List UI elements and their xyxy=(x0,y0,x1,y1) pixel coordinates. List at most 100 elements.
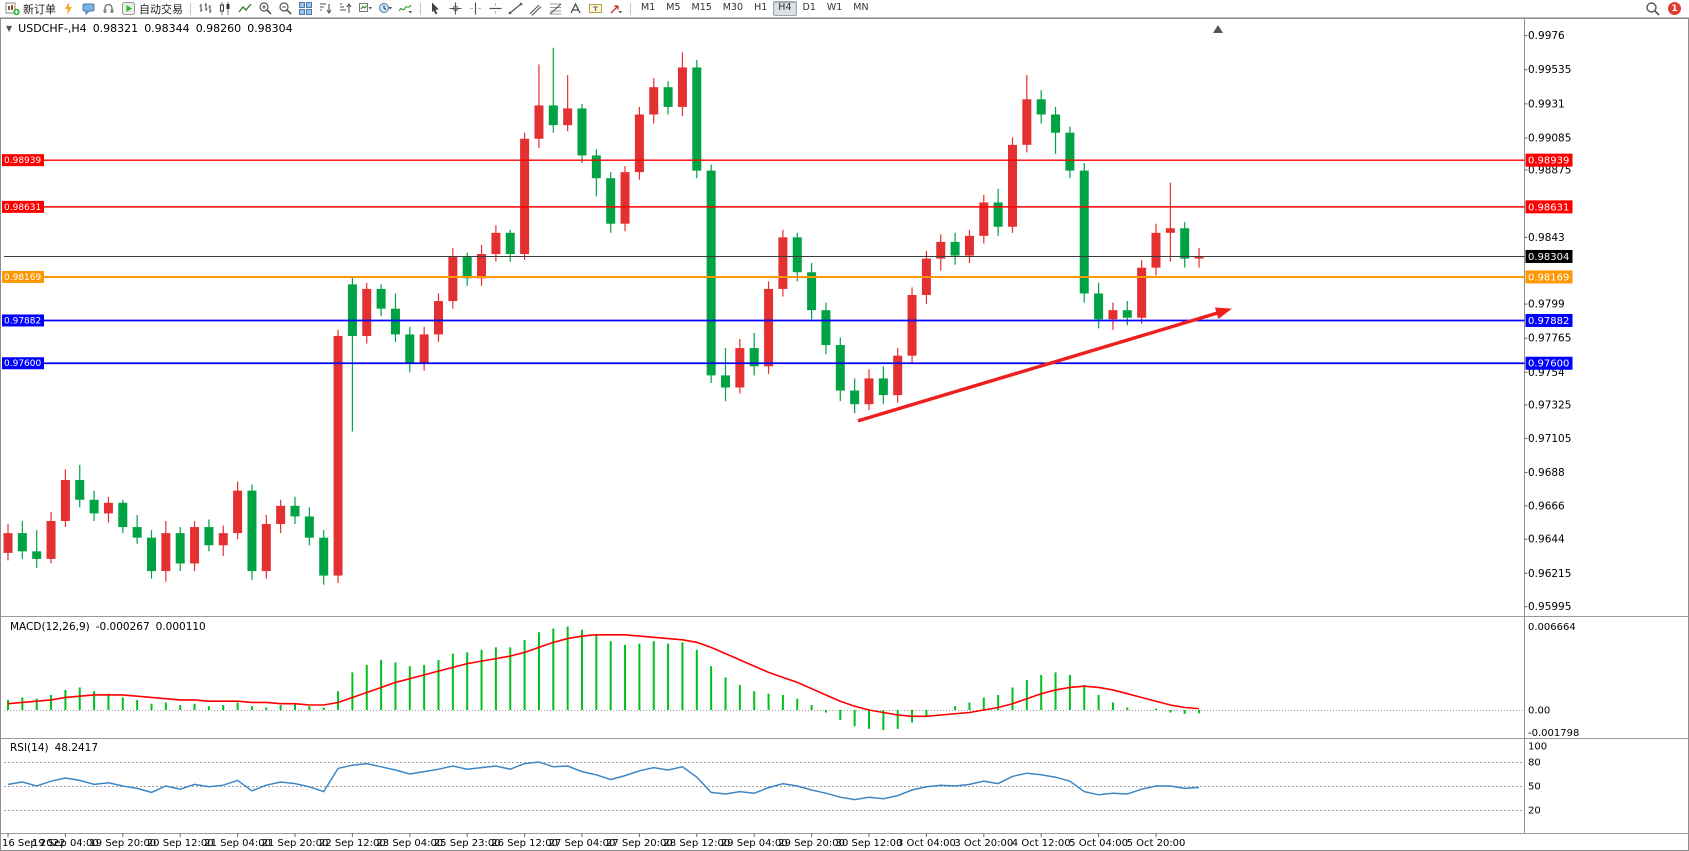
rsi-line xyxy=(7,761,1200,801)
price-axis-label: 0.9931 xyxy=(1528,98,1565,110)
crosshair-icon[interactable] xyxy=(446,1,465,16)
trend-arrow[interactable] xyxy=(857,307,1232,423)
lightning-icon[interactable] xyxy=(59,1,78,16)
price-axis-label: 0.9799 xyxy=(1528,299,1565,311)
fibonacci-icon[interactable] xyxy=(546,1,565,16)
price-axis-label: 0.95995 xyxy=(1528,601,1571,613)
price-axis xyxy=(1524,35,1528,608)
price-axis-label: 0.9644 xyxy=(1528,534,1565,546)
period-selector-icon[interactable] xyxy=(376,1,395,16)
macd-signal-value: 0.000110 xyxy=(155,621,206,633)
price-axis-label: 0.97325 xyxy=(1528,399,1571,411)
price-axis-label: 0.98875 xyxy=(1528,164,1571,176)
chart-window-border xyxy=(0,18,1689,851)
hline-price-tag: 0.97600 xyxy=(1528,359,1569,370)
time-axis-label: 19 Sep 04:00 xyxy=(32,838,99,849)
timeframe-button-M15[interactable]: M15 xyxy=(691,2,712,14)
macd-name: MACD(12,26,9) xyxy=(10,621,90,633)
horizontal-support-resistance-line[interactable] xyxy=(2,313,1573,327)
price-axis-label: 0.99535 xyxy=(1528,64,1571,76)
hline-price-tag: 0.98939 xyxy=(1528,156,1569,167)
auto-trading-button[interactable]: 自动交易 xyxy=(119,1,185,17)
search-icon[interactable] xyxy=(1643,1,1662,16)
indicators-icon[interactable] xyxy=(396,1,415,16)
time-axis-label: 25 Sep 23:00 xyxy=(434,838,501,849)
quote-close: 0.98304 xyxy=(247,22,293,35)
time-axis-label: 27 Sep 20:00 xyxy=(606,838,673,849)
cursor-icon[interactable] xyxy=(426,1,445,16)
hline-left-tag: 0.98631 xyxy=(4,203,41,213)
candlestick-series xyxy=(3,47,1204,585)
channel-icon[interactable] xyxy=(526,1,545,16)
horizontal-support-resistance-line[interactable] xyxy=(2,270,1573,284)
chart-symbol-period: USDCHF-,H4 xyxy=(18,22,87,35)
text-label-icon[interactable] xyxy=(586,1,605,16)
timeframe-button-W1[interactable]: W1 xyxy=(826,2,843,14)
timeframe-button-D1[interactable]: D1 xyxy=(802,2,816,14)
toolbar-group-chart xyxy=(196,1,415,16)
rsi-scale-label: 100 xyxy=(1528,742,1547,753)
current-price-tag-text: 0.98304 xyxy=(1528,252,1569,263)
new-order-button[interactable]: 新订单 xyxy=(3,1,58,17)
toolbar-group-draw xyxy=(426,1,625,16)
timeframe-button-M30[interactable]: M30 xyxy=(722,2,744,14)
rsi-scale-label: 50 xyxy=(1528,782,1541,793)
time-axis-label: 21 Sep 20:00 xyxy=(262,838,329,849)
rsi-name: RSI(14) xyxy=(10,742,49,754)
sort-ascending-icon[interactable] xyxy=(336,1,355,16)
hline-left-tag: 0.97882 xyxy=(4,316,41,326)
macd-scale-min: -0.001798 xyxy=(1528,728,1579,739)
hline-left-tag: 0.98169 xyxy=(4,273,41,283)
chart-title: ▼ USDCHF-,H4 0.98321 0.98344 0.98260 0.9… xyxy=(6,22,293,35)
bar-chart-icon[interactable] xyxy=(196,1,215,16)
timeframe-button-H1[interactable]: H1 xyxy=(754,2,768,14)
horizontal-line-icon[interactable] xyxy=(486,1,505,16)
time-axis-label: 5 Oct 20:00 xyxy=(1127,838,1186,849)
time-axis-label: 16 Sep 2022 xyxy=(2,838,65,849)
text-icon[interactable] xyxy=(566,1,585,16)
hline-left-tag: 0.98939 xyxy=(4,156,41,166)
time-axis-label: 27 Sep 04:00 xyxy=(549,838,616,849)
notification-badge[interactable]: 1 xyxy=(1668,2,1681,15)
arrow-tools-icon[interactable] xyxy=(606,1,625,16)
timeframe-button-H4[interactable]: H4 xyxy=(773,1,797,16)
chart-shift-marker[interactable] xyxy=(1213,25,1223,33)
time-axis-label: 23 Sep 04:00 xyxy=(376,838,443,849)
price-axis-label: 0.9976 xyxy=(1528,30,1565,42)
one-click-collapse-icon[interactable]: ▼ xyxy=(6,24,13,33)
time-axis-label: 29 Sep 04:00 xyxy=(721,838,788,849)
headset-icon[interactable] xyxy=(99,1,118,16)
timeframe-button-M1[interactable]: M1 xyxy=(641,2,656,14)
price-axis-label: 0.9666 xyxy=(1528,500,1565,512)
quote-low: 0.98260 xyxy=(195,22,242,35)
macd-panel xyxy=(7,626,1201,731)
timeframe-button-MN[interactable]: MN xyxy=(853,2,869,14)
time-axis-label: 3 Oct 20:00 xyxy=(954,838,1013,849)
vertical-line-icon[interactable] xyxy=(466,1,485,16)
candlestick-chart-icon[interactable] xyxy=(216,1,235,16)
horizontal-support-resistance-line[interactable] xyxy=(2,153,1573,167)
new-chart-dropdown-icon[interactable] xyxy=(356,1,375,16)
toolbar-separator xyxy=(630,2,631,15)
time-axis-label: 20 Sep 12:00 xyxy=(147,838,214,849)
quote-high: 0.98344 xyxy=(144,22,190,35)
trendline-icon[interactable] xyxy=(506,1,525,16)
zoom-out-icon[interactable] xyxy=(276,1,295,16)
zoom-in-icon[interactable] xyxy=(256,1,275,16)
chat-icon[interactable] xyxy=(79,1,98,16)
tile-windows-icon[interactable] xyxy=(296,1,315,16)
time-axis-label: 28 Sep 12:00 xyxy=(663,838,730,849)
macd-scale-zero: 0.00 xyxy=(1528,706,1550,717)
horizontal-support-resistance-line[interactable] xyxy=(2,200,1573,214)
timeframe-button-M5[interactable]: M5 xyxy=(666,2,681,14)
time-axis-label: 30 Sep 12:00 xyxy=(836,838,903,849)
price-axis-label: 0.97105 xyxy=(1528,433,1571,445)
toolbar: 新订单 自动交易 M1 M5 M15 M30 H1 H4 D1 W1 MN 1 xyxy=(0,0,1689,18)
macd-label: MACD(12,26,9) -0.000267 0.000110 xyxy=(10,621,206,633)
line-chart-icon[interactable] xyxy=(236,1,255,16)
auto-trading-label: 自动交易 xyxy=(139,2,183,16)
hline-price-tag: 0.98631 xyxy=(1528,202,1569,213)
sort-descending-icon[interactable] xyxy=(316,1,335,16)
horizontal-support-resistance-line[interactable] xyxy=(2,356,1573,370)
